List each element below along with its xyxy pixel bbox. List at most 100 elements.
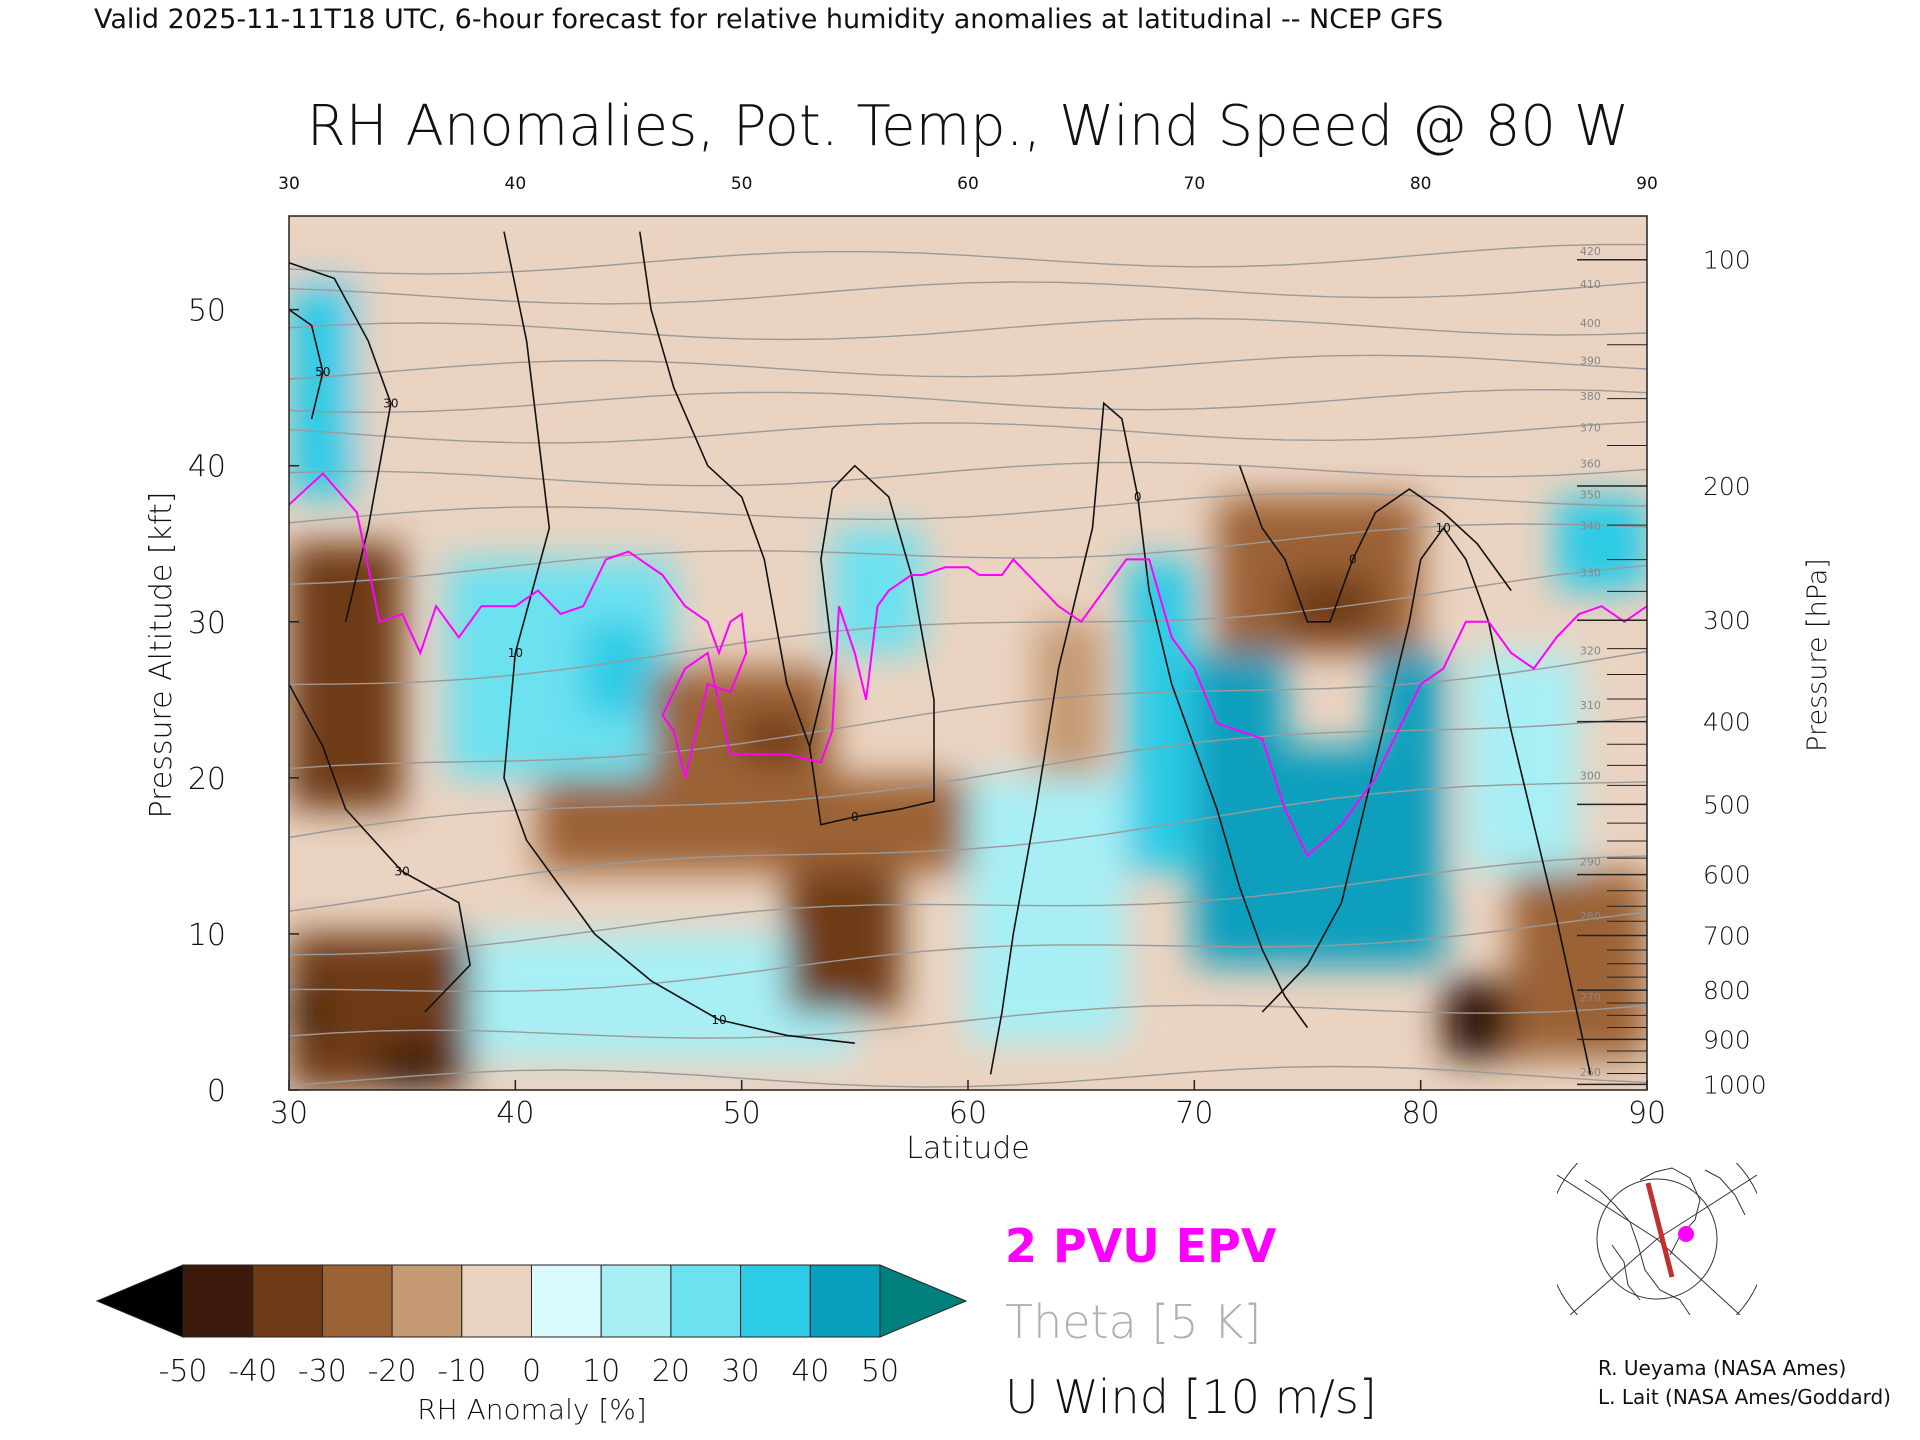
colorbar-tick-label: -50 bbox=[159, 1354, 208, 1389]
theta-contour-label: 380 bbox=[1580, 390, 1601, 403]
rh-anomaly-cell bbox=[1465, 653, 1580, 872]
rh-anomaly-cell bbox=[1465, 1011, 1489, 1044]
u-wind-contour bbox=[639, 231, 935, 826]
x-tick-label: 50 bbox=[723, 1096, 761, 1131]
colorbar-segment bbox=[252, 1264, 323, 1338]
theta-contour bbox=[289, 781, 1647, 912]
rh-anomaly-cell bbox=[968, 216, 1647, 435]
u-wind-contour bbox=[503, 231, 596, 935]
colorbar bbox=[95, 1264, 968, 1338]
rh-anomaly-cell bbox=[1284, 574, 1376, 638]
colorbar-tick-label: 0 bbox=[522, 1354, 541, 1389]
rh-anomaly-cell bbox=[832, 528, 923, 653]
y-right-tick-label: 200 bbox=[1703, 472, 1751, 501]
inset-map-section-line bbox=[1645, 1182, 1675, 1278]
y-tick-label: 50 bbox=[188, 294, 226, 329]
legend-theta: Theta [5 K] bbox=[1005, 1295, 1261, 1349]
theta-contour-label: 360 bbox=[1580, 457, 1601, 470]
theta-contour-label: 390 bbox=[1580, 354, 1601, 367]
epv-2pvu-polyline bbox=[289, 472, 1647, 858]
y-right-tick-label: 400 bbox=[1703, 708, 1751, 737]
plot-area: 2602702802903003103203303403503603703803… bbox=[288, 215, 1648, 1091]
x-tick-label: 30 bbox=[270, 1096, 308, 1131]
theta-contour-label: 310 bbox=[1580, 699, 1601, 712]
u-wind-contours: 10 10 30 50 30 0 0 10 0 bbox=[289, 231, 1592, 1075]
rh-anomaly-cell bbox=[968, 777, 1127, 1044]
theta-contour bbox=[289, 388, 1647, 414]
colorbar-low-arrow bbox=[95, 1264, 184, 1338]
colorbar-segment bbox=[740, 1264, 811, 1338]
theta-contour bbox=[289, 243, 1647, 275]
colorbar-tick-label: 30 bbox=[722, 1354, 760, 1389]
colorbar-tick-label: 10 bbox=[582, 1354, 620, 1389]
theta-contour bbox=[289, 317, 1647, 341]
theta-contour-label: 350 bbox=[1580, 488, 1601, 501]
rh-anomaly-cell bbox=[583, 621, 652, 716]
colorbar-label: RH Anomaly [%] bbox=[417, 1393, 647, 1426]
theta-contour bbox=[289, 911, 1647, 993]
rh-anomaly-cell bbox=[1511, 871, 1647, 1059]
inset-map-coastline bbox=[1584, 1179, 1691, 1315]
u-wind-contour-label: 10 bbox=[711, 1013, 726, 1027]
theta-contour bbox=[289, 523, 1647, 585]
theta-contour-label: 420 bbox=[1580, 245, 1601, 258]
inset-map-meridian bbox=[1656, 1174, 1757, 1240]
u-wind-contour bbox=[289, 262, 392, 622]
y-tick-label: 20 bbox=[188, 762, 226, 797]
colorbar-segment bbox=[321, 1264, 393, 1338]
theta-contour bbox=[289, 354, 1647, 380]
theta-contour-label: 400 bbox=[1580, 317, 1601, 330]
rh-anomaly-cell bbox=[1284, 746, 1376, 966]
theta-contour bbox=[289, 564, 1647, 686]
y-right-tick-label: 500 bbox=[1703, 790, 1751, 819]
y-right-tick-label: 100 bbox=[1703, 246, 1751, 275]
valid-line: Valid 2025-11-11T18 UTC, 6-hour forecast… bbox=[94, 4, 1443, 35]
u-wind-contour bbox=[289, 308, 324, 420]
x-top-tick-label: 90 bbox=[1636, 174, 1658, 194]
colorbar-tick-label: 50 bbox=[861, 1354, 899, 1389]
theta-contour-label: 290 bbox=[1580, 855, 1601, 868]
u-wind-contour-label: 30 bbox=[395, 865, 410, 879]
colorbar-segment bbox=[531, 1264, 602, 1338]
rh-anomaly-cell bbox=[1035, 621, 1104, 778]
y-axis-right: 1000 900 800 700 600 500 400 300 200 100 bbox=[1577, 246, 1767, 1099]
u-wind-contour-label: 50 bbox=[315, 365, 330, 379]
x-axis-label: Latitude bbox=[906, 1131, 1029, 1166]
theta-contour-label: 270 bbox=[1580, 991, 1601, 1004]
rh-anomaly-cell bbox=[1126, 559, 1195, 872]
credit-line-1: R. Ueyama (NASA Ames) bbox=[1598, 1356, 1846, 1380]
x-tick-label: 40 bbox=[496, 1096, 534, 1131]
x-top-tick-label: 40 bbox=[505, 174, 527, 194]
theta-contour bbox=[289, 421, 1647, 444]
x-tick-label: 60 bbox=[949, 1096, 987, 1131]
legend-wind: U Wind [10 m/s] bbox=[1005, 1370, 1377, 1424]
inset-map-meridian bbox=[1557, 1174, 1658, 1240]
theta-contour-label: 330 bbox=[1580, 567, 1601, 580]
x-top-tick-label: 30 bbox=[278, 174, 300, 194]
colorbar-tick-label: -40 bbox=[228, 1354, 277, 1389]
colorbar-segment bbox=[182, 1264, 254, 1338]
chart-title: RH Anomalies, Pot. Temp., Wind Speed @ 8… bbox=[307, 94, 1629, 159]
colorbar-tick-label: -30 bbox=[298, 1354, 347, 1389]
theta-contour-label: 410 bbox=[1580, 278, 1601, 291]
theta-contour bbox=[289, 1004, 1647, 1039]
inset-map-pole-dot bbox=[1678, 1226, 1694, 1242]
inset-map-coastline bbox=[1611, 1244, 1641, 1301]
x-tick-label: 80 bbox=[1402, 1096, 1440, 1131]
theta-contour-label: 340 bbox=[1580, 520, 1601, 533]
rh-anomaly-cell bbox=[289, 216, 968, 466]
theta-contour bbox=[289, 281, 1647, 305]
rh-anomaly-cell bbox=[379, 1043, 448, 1090]
u-wind-contour bbox=[989, 401, 1309, 1075]
inset-map-latitude-circle bbox=[1596, 1178, 1718, 1300]
u-wind-contour-label: 0 bbox=[851, 810, 859, 824]
y-axis-left-label: Pressure Altitude [kft] bbox=[144, 492, 179, 819]
credit-line-2: L. Lait (NASA Ames/Goddard) bbox=[1598, 1385, 1891, 1409]
y-right-tick-label: 900 bbox=[1703, 1025, 1751, 1054]
inset-map bbox=[1557, 1163, 1757, 1315]
epv-2pvu-line bbox=[289, 472, 1647, 858]
inset-map-meridian bbox=[1569, 1238, 1658, 1315]
y-axis-right-label: Pressure [hPa] bbox=[1802, 558, 1833, 752]
